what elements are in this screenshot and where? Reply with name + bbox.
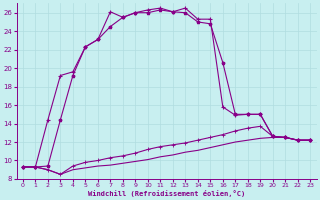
X-axis label: Windchill (Refroidissement éolien,°C): Windchill (Refroidissement éolien,°C) — [88, 190, 245, 197]
